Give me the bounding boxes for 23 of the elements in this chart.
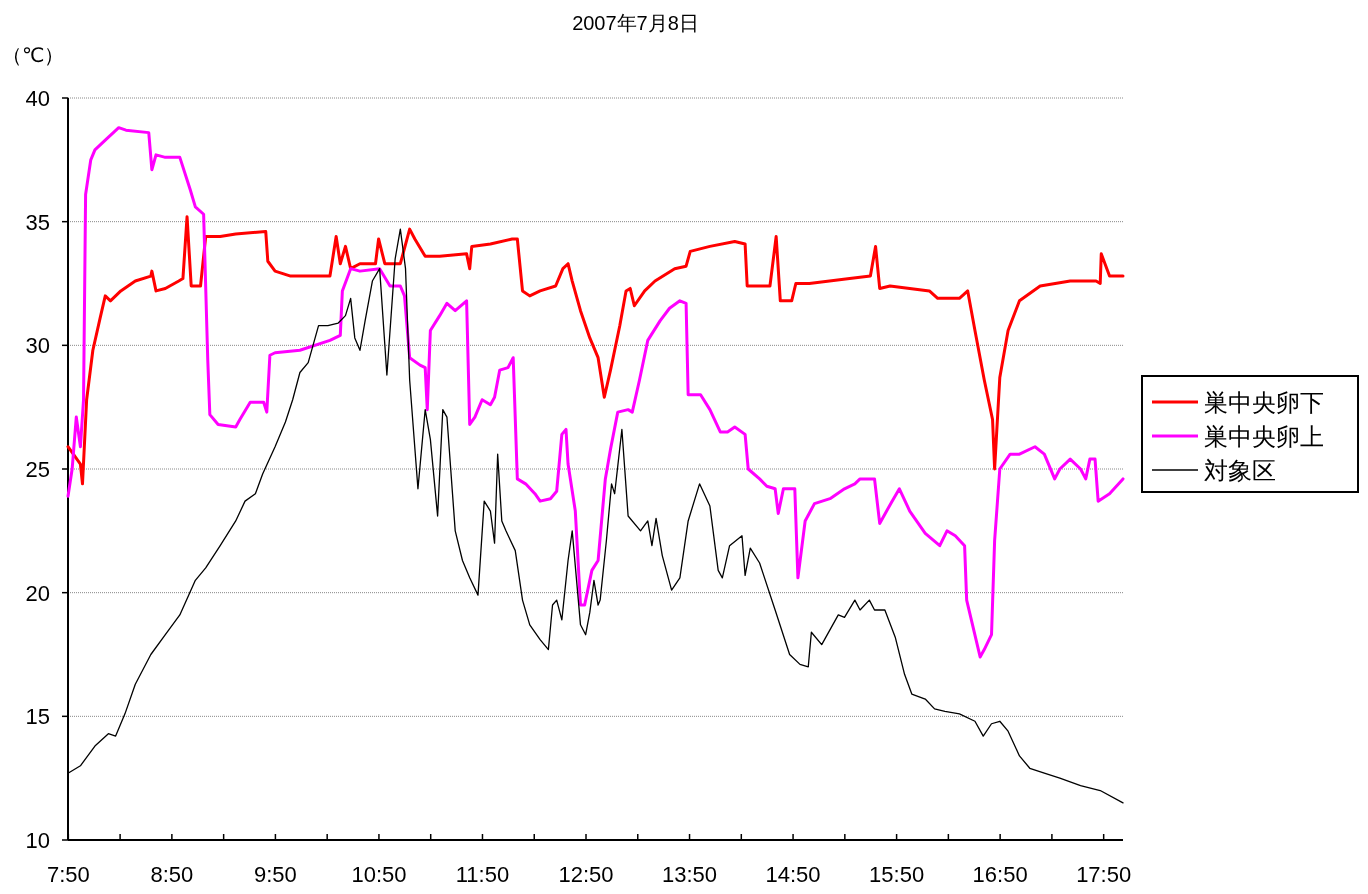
xtick: 16:50 — [972, 862, 1028, 887]
xtick: 12:50 — [558, 862, 614, 887]
xtick: 14:50 — [765, 862, 821, 887]
legend-label: 巣中央卵下 — [1204, 389, 1324, 416]
ytick: 25 — [25, 457, 50, 482]
xtick: 15:50 — [869, 862, 925, 887]
xtick: 10:50 — [351, 862, 407, 887]
ytick: 20 — [25, 580, 50, 606]
xtick: 9:50 — [254, 862, 297, 887]
xtick: 11:50 — [455, 862, 510, 887]
xtick: 8:50 — [150, 862, 194, 887]
title: 2007年7月8日 — [572, 12, 699, 34]
legend-label: 対象区 — [1204, 457, 1276, 484]
ytick: 10 — [25, 828, 50, 853]
ytick: 40 — [25, 86, 50, 111]
legend-label: 巣中央卵上 — [1204, 423, 1324, 450]
ytick: 30 — [25, 333, 50, 359]
xtick: 7:50 — [46, 862, 90, 887]
ytick: 35 — [25, 209, 50, 235]
ylabel: （℃） — [2, 44, 65, 66]
xtick: 13:50 — [662, 862, 718, 887]
xtick: 17:50 — [1076, 862, 1132, 887]
ytick: 15 — [25, 704, 50, 730]
